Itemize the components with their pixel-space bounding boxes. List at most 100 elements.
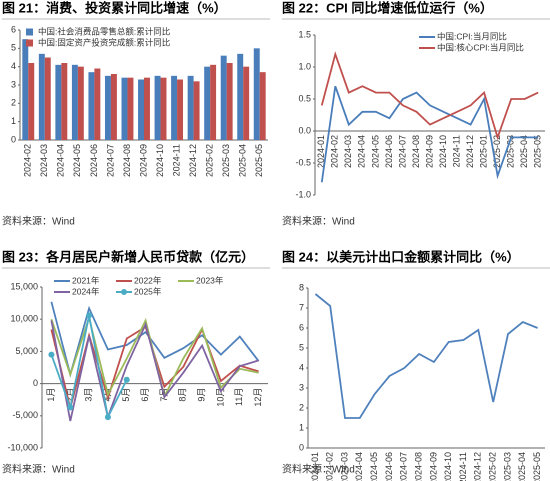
x-tick-label: 2024-08 xyxy=(413,452,423,481)
x-tick-label: 2024-10 xyxy=(155,144,165,177)
legend-label: 2021年 xyxy=(72,275,100,285)
line xyxy=(314,293,538,419)
x-tick-label: 2024-06 xyxy=(89,144,99,177)
y-tick-label: 15,000 xyxy=(10,281,38,291)
x-tick-label: 2024-03 xyxy=(343,135,353,168)
source-note: 资料来源：Wind xyxy=(2,215,75,228)
source-note: 资料来源：Wind xyxy=(2,463,75,476)
bar xyxy=(204,66,211,140)
y-tick-label: 1 xyxy=(299,422,304,432)
x-tick-label: 2024-03 xyxy=(339,452,349,481)
x-tick-label: 2024-02 xyxy=(23,144,33,177)
source-note: 资料来源：Wind xyxy=(282,215,355,228)
y-tick-label: 2 xyxy=(299,402,304,412)
x-tick-label: 2024-12 xyxy=(473,452,483,481)
x-tick-label: 2024-10 xyxy=(438,135,448,168)
x-tick-label: 2024-07 xyxy=(399,452,409,481)
x-tick-label: 2024-04 xyxy=(354,452,364,481)
y-tick-label: 5 xyxy=(11,43,16,53)
bar xyxy=(237,53,244,141)
x-tick-label: 2024-09 xyxy=(428,452,438,481)
bar xyxy=(110,74,117,140)
x-tick-label: 5月 xyxy=(121,388,131,402)
point xyxy=(123,376,130,383)
legend-swatch xyxy=(26,39,33,47)
bar xyxy=(187,75,194,140)
x-tick-label: 2024-01 xyxy=(310,452,320,481)
bar xyxy=(44,57,51,140)
chart-title: 图 24：以美元计出口金额累计同比（%） xyxy=(282,249,520,264)
x-tick-label: 1月 xyxy=(46,388,56,402)
x-tick-label: 8月 xyxy=(178,388,188,402)
y-tick-label: 2 xyxy=(11,98,16,108)
bar xyxy=(38,53,45,141)
x-tick-label: 2024-06 xyxy=(384,135,394,168)
y-tick-label: -10,000 xyxy=(7,442,38,452)
y-tick-label: 6 xyxy=(299,322,304,332)
legend-label: 2023年 xyxy=(196,275,224,285)
x-tick-label: 2025-05 xyxy=(254,144,264,177)
y-tick-label: 1 xyxy=(11,116,16,126)
x-tick-label: 6月 xyxy=(140,388,150,402)
bar xyxy=(77,66,84,140)
bar xyxy=(28,63,35,140)
x-tick-label: 11月 xyxy=(234,388,244,406)
line xyxy=(50,320,259,422)
line xyxy=(50,301,260,379)
x-tick-label: 2024-05 xyxy=(369,452,379,481)
bar xyxy=(94,68,101,140)
x-tick-label: 2024-08 xyxy=(122,144,132,177)
x-tick-label: 2月 xyxy=(65,388,75,402)
y-tick-label: -5,000 xyxy=(12,410,38,420)
x-tick-label: 2025-04 xyxy=(238,144,248,177)
x-tick-label: 2024-04 xyxy=(56,144,66,177)
y-tick-label: 10,000 xyxy=(10,314,38,324)
x-tick-label: 2025-04 xyxy=(517,452,527,481)
x-tick-label: 2024-11 xyxy=(458,452,468,481)
y-tick-label: 0.5 xyxy=(298,93,311,103)
line xyxy=(320,51,539,141)
x-tick-label: 2024-10 xyxy=(443,452,453,481)
x-tick-label: 2025-05 xyxy=(532,452,542,481)
bar xyxy=(127,77,134,140)
x-tick-label: 2025-02 xyxy=(488,452,498,481)
bar xyxy=(253,48,260,141)
bar xyxy=(259,72,266,140)
legend-label: 2022年 xyxy=(134,275,162,285)
bar xyxy=(61,63,68,140)
bar xyxy=(210,64,217,140)
y-tick-label: -1.0 xyxy=(295,189,311,199)
x-tick-label: 2024-11 xyxy=(171,144,181,176)
y-tick-label: 3 xyxy=(11,79,16,89)
x-tick-label: 2024-01 xyxy=(316,135,326,168)
x-tick-label: 2024-02 xyxy=(330,135,340,168)
x-tick-label: 2025-01 xyxy=(478,135,488,168)
bar xyxy=(144,77,150,140)
point xyxy=(86,312,93,319)
x-tick-label: 2024-02 xyxy=(325,452,335,481)
legend-swatch xyxy=(26,28,33,36)
chart-title: 图 22：CPI 同比增速低位运行（%） xyxy=(282,0,493,15)
x-tick-label: 2024-11 xyxy=(451,135,461,167)
x-tick-label: 2025-04 xyxy=(519,135,529,168)
x-tick-label: 2024-09 xyxy=(424,135,434,168)
y-tick-label: 0 xyxy=(33,378,38,388)
x-tick-label: 2024-12 xyxy=(465,135,475,168)
legend-label: 中国:CPI:当月同比 xyxy=(437,31,507,41)
legend-label: 2024年 xyxy=(72,286,100,296)
bar xyxy=(220,55,227,140)
x-tick-label: 9月 xyxy=(196,388,206,402)
bar xyxy=(171,75,178,140)
bar xyxy=(88,72,95,140)
y-tick-label: 6 xyxy=(11,24,16,34)
y-tick-label: 8 xyxy=(299,282,304,292)
x-tick-label: 12月 xyxy=(253,388,263,407)
x-tick-label: 2025-02 xyxy=(492,135,502,168)
x-tick-label: 2025-02 xyxy=(205,144,215,177)
y-tick-label: 4 xyxy=(11,61,16,71)
y-tick-label: 1.0 xyxy=(298,61,311,71)
bar xyxy=(160,77,167,140)
source-note: 资料来源：Wind xyxy=(282,463,355,476)
x-tick-label: 2024-09 xyxy=(138,144,148,177)
